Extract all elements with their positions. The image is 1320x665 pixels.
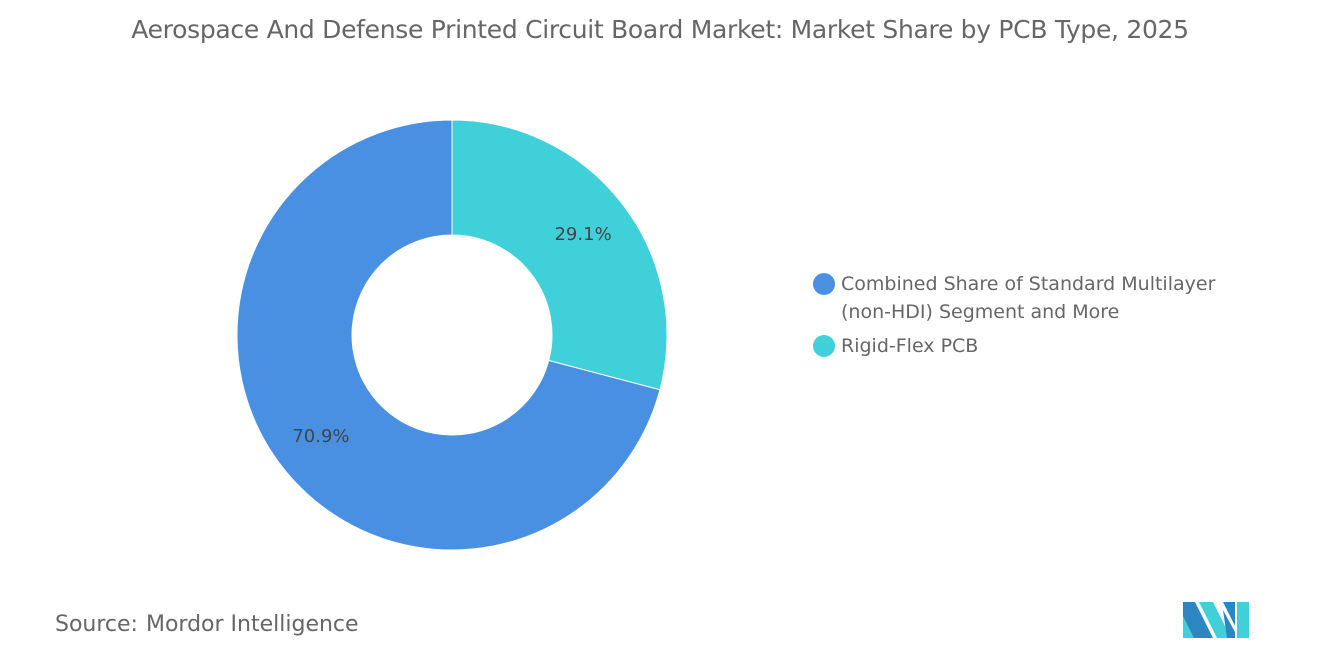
donut-slice	[236, 119, 661, 551]
legend: Combined Share of Standard Multilayer (n…	[813, 270, 1241, 366]
legend-item: Rigid-Flex PCB	[813, 332, 1241, 360]
donut-chart: 29.1% 70.9%	[236, 119, 668, 551]
legend-swatch	[813, 273, 835, 295]
source-value: Mordor Intelligence	[145, 612, 359, 637]
mordor-logo	[1183, 602, 1249, 638]
slice-label: 70.9%	[292, 426, 349, 447]
source-label: Source:	[55, 612, 138, 637]
chart-title: Aerospace And Defense Printed Circuit Bo…	[131, 15, 1189, 44]
legend-label: Rigid-Flex PCB	[841, 335, 979, 357]
donut-slice	[451, 119, 668, 391]
legend-swatch	[813, 335, 835, 357]
legend-item: Combined Share of Standard Multilayer (n…	[813, 270, 1241, 326]
slice-label: 29.1%	[554, 224, 611, 245]
legend-label: Combined Share of Standard Multilayer (n…	[841, 273, 1216, 323]
source-note: Source: Mordor Intelligence	[55, 612, 359, 637]
